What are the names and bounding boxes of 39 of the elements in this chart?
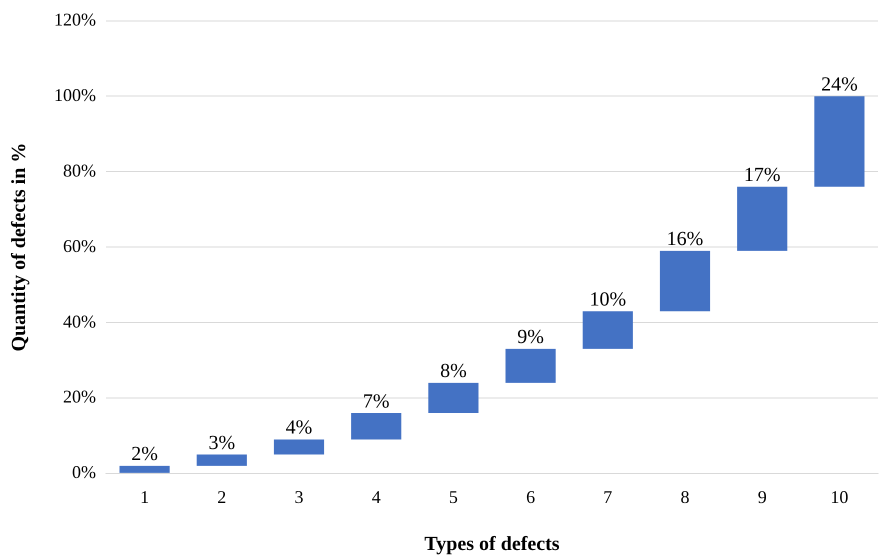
data-label: 10% (589, 288, 626, 310)
data-label: 16% (666, 228, 704, 250)
y-tick-label: 100% (54, 84, 96, 105)
bar (582, 311, 633, 349)
data-label: 4% (286, 416, 312, 439)
y-tick-label: 0% (72, 462, 96, 482)
y-tick-label: 60% (62, 236, 96, 256)
bar (506, 348, 556, 383)
x-tick-label: 5 (448, 486, 458, 507)
y-tick-label: 40% (62, 311, 96, 332)
bar (120, 466, 170, 473)
bar (196, 454, 247, 466)
x-tick-label: 9 (758, 486, 767, 507)
data-label: 24% (821, 73, 858, 96)
x-tick-label: 10 (830, 486, 848, 507)
bar (660, 250, 710, 312)
data-label: 2% (131, 443, 158, 466)
x-tick-label: 6 (526, 486, 536, 507)
y-axis-title: Quantity of defects in % (8, 142, 30, 352)
data-label: 7% (362, 390, 390, 412)
y-tick-label: 20% (62, 386, 96, 407)
x-tick-label: 1 (140, 486, 150, 507)
bar (351, 413, 402, 440)
y-tick-label: 80% (62, 160, 96, 180)
bar (814, 96, 864, 187)
x-tick-label: 8 (680, 486, 690, 507)
x-axis-title: Types of defects (424, 533, 560, 556)
data-label: 9% (517, 326, 544, 348)
bar (737, 186, 788, 251)
data-label: 3% (208, 432, 236, 454)
data-label: 8% (440, 360, 467, 382)
x-tick-label: 3 (294, 486, 304, 507)
data-label: 17% (744, 164, 781, 186)
x-tick-label: 4 (372, 486, 381, 507)
bar (428, 382, 478, 414)
bar (274, 439, 324, 455)
x-tick-label: 7 (603, 486, 612, 507)
y-tick-label: 120% (54, 10, 96, 30)
x-tick-label: 2 (217, 486, 226, 507)
